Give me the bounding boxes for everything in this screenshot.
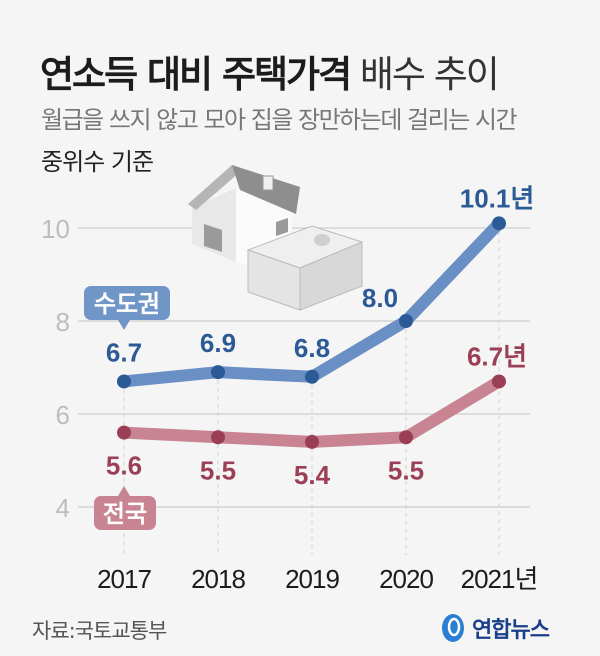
data-point (399, 430, 413, 445)
badge-pointer (118, 486, 130, 496)
x-tick-label: 2021년 (461, 564, 538, 594)
badge-background (94, 496, 156, 530)
y-tick-label: 8 (56, 307, 70, 337)
x-tick-label: 2017 (97, 564, 151, 594)
data-point (211, 365, 225, 380)
legend-badge-capital: 수도권 (84, 286, 170, 330)
data-label: 6.9 (200, 328, 236, 358)
chart-subtitle: 월급을 쓰지 않고 모아 집을 장만하는데 걸리는 시간 (41, 106, 518, 134)
legend-badge-national: 전국 (94, 486, 156, 530)
source-note: 자료:국토교통부 (32, 619, 167, 643)
yonhap-logo-icon (442, 614, 464, 642)
x-tick-label: 2020 (379, 564, 433, 594)
chart-basis-note: 중위수 기준 (41, 148, 154, 176)
data-point (492, 374, 506, 389)
data-point (305, 434, 319, 449)
data-label: 10.1년 (460, 183, 535, 213)
badge-label: 전국 (103, 500, 147, 528)
data-label: 6.8 (294, 333, 330, 363)
y-tick-label: 6 (56, 400, 70, 430)
badge-label: 수도권 (94, 290, 160, 318)
badge-pointer (118, 320, 130, 330)
x-tick-label: 2018 (191, 564, 245, 594)
badge-background (84, 286, 170, 320)
chart-title: 연소득 대비 주택가격 배수 추이 (40, 44, 500, 98)
data-point (305, 369, 319, 384)
data-label: 6.7년 (467, 341, 527, 371)
yonhap-logo: 연합뉴스 (440, 612, 550, 644)
yonhap-logo-text: 연합뉴스 (472, 618, 550, 643)
data-point (492, 216, 506, 231)
title-light: 배수 추이 (359, 53, 500, 96)
y-tick-label: 10 (41, 214, 70, 244)
data-label: 5.5 (388, 455, 424, 485)
data-label: 8.0 (362, 283, 398, 313)
data-point (117, 374, 131, 389)
data-label: 5.6 (106, 451, 142, 481)
x-tick-label: 2019 (285, 564, 339, 594)
data-label: 6.7 (106, 337, 142, 367)
data-point (211, 430, 225, 445)
data-label: 5.5 (200, 455, 236, 485)
data-point (117, 425, 131, 440)
data-label: 5.4 (294, 460, 331, 490)
data-point (399, 314, 413, 328)
house-money-illustration (188, 165, 364, 311)
y-tick-label: 4 (56, 493, 70, 523)
title-bold: 연소득 대비 주택가격 (40, 53, 352, 96)
